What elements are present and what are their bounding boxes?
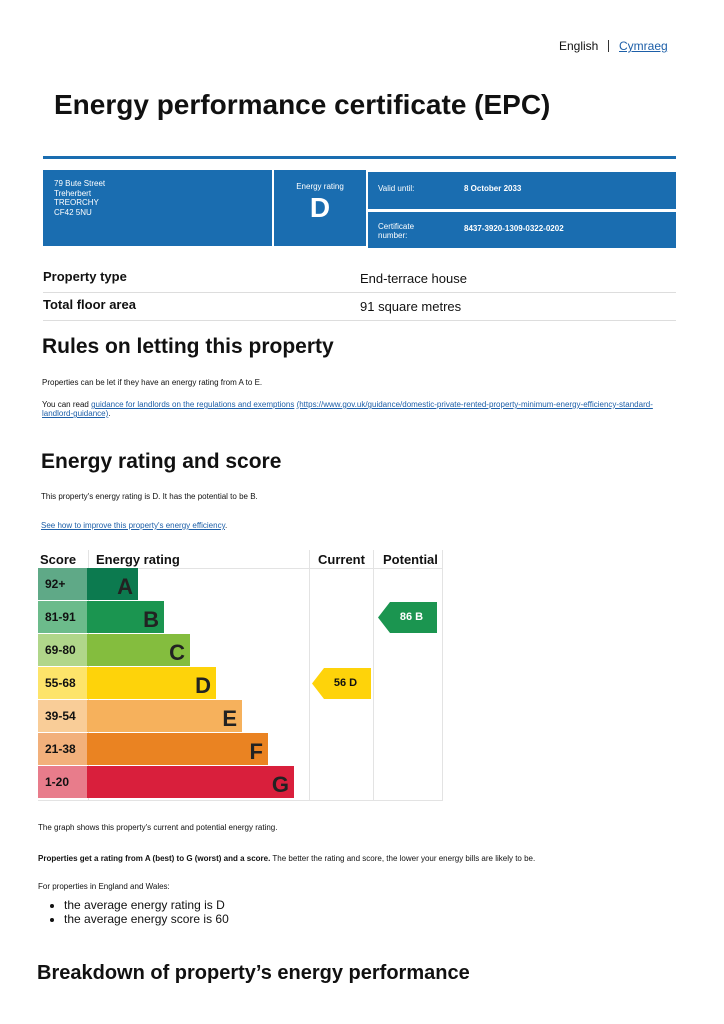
text: . [225, 521, 228, 530]
lang-english: English [559, 39, 599, 53]
heading: Breakdown of property’s energy performan… [37, 962, 470, 984]
score-cell: 69-80 [38, 634, 87, 666]
property-label: Property type [43, 269, 127, 284]
rating-band: A [87, 568, 138, 600]
text: The better the rating and score, the low… [270, 854, 536, 863]
paragraph: This property's energy rating is D. It h… [41, 492, 258, 501]
chart-border [38, 550, 443, 801]
rating-label: Energy rating [296, 182, 344, 191]
rating-band: C [87, 634, 190, 666]
heading: Energy rating and score [41, 450, 282, 473]
paragraph: Properties get a rating from A (best) to… [38, 854, 535, 863]
lang-welsh[interactable]: Cymraeg [619, 39, 668, 53]
rule-line [43, 156, 676, 159]
score-cell: 39-54 [38, 700, 87, 732]
cert-box: Certificate number: 8437-3920-1309-0322-… [368, 212, 676, 248]
property-value: 91 square metres [360, 299, 462, 314]
potential-rating-arrow: 86 B [378, 602, 437, 633]
property-label: Total floor area [43, 297, 136, 312]
score-cell: 21-38 [38, 733, 87, 765]
rating-box: Energy rating D [274, 170, 366, 246]
score-cell: 55-68 [38, 667, 87, 699]
column-line [309, 550, 310, 801]
score-cell: 92+ [38, 568, 87, 600]
paragraph: You can read guidance for landlords on t… [42, 400, 662, 418]
link[interactable]: See how to improve this property's energ… [41, 521, 225, 530]
text: . [108, 409, 111, 418]
bullet-list: the average energy rating is Dthe averag… [14, 898, 229, 926]
chart-header: Score [40, 552, 77, 567]
address-line: CF42 5NU [54, 207, 92, 217]
link-url[interactable]: (https://www.gov.uk/guidance/domestic-pr… [42, 400, 653, 418]
address-box: 79 Bute Street Treherbert TREORCHY CF42 5NU [43, 170, 272, 246]
rating-band: F [87, 733, 268, 765]
valid-label: Valid until: [378, 184, 415, 193]
paragraph: For properties in England and Wales: [38, 882, 170, 891]
address-line: Treherbert [54, 188, 92, 198]
rating-band: E [87, 700, 242, 732]
chart-header: Current [318, 552, 365, 567]
rating-band: B [87, 601, 164, 633]
chart-header: Energy rating [96, 552, 180, 567]
cert-value: 8437-3920-1309-0322-0202 [464, 224, 564, 233]
heading: Rules on letting this property [42, 335, 334, 358]
separator [608, 40, 609, 52]
paragraph: Properties can be let if they have an en… [42, 378, 263, 387]
header-line [38, 568, 442, 569]
arrow-letter: B [415, 611, 424, 623]
link[interactable]: guidance for landlords on the regulation… [91, 400, 295, 409]
chart-header: Potential [383, 552, 438, 567]
bullet: the average energy rating is D [64, 898, 229, 912]
cert-label: Certificate number: [378, 222, 415, 240]
arrow-score: 56 [333, 677, 347, 689]
bold-text: Properties get a rating from A (best) to… [38, 854, 271, 863]
column-line [373, 550, 374, 801]
rating-chart: Score Energy rating Current Potential 92+ A 81… [38, 550, 443, 801]
paragraph: The graph shows this property's current … [38, 823, 278, 832]
score-cell: 81-91 [38, 601, 87, 633]
property-value: End-terrace house [360, 271, 467, 286]
text: You can read [42, 400, 92, 409]
current-rating-arrow: 56 D [312, 668, 371, 699]
arrow-score: 86 [399, 611, 413, 623]
valid-box: Valid until: 8 October 2033 [368, 172, 676, 209]
score-cell: 1-20 [38, 766, 87, 798]
paragraph: See how to improve this property's energ… [41, 521, 227, 530]
arrow-letter: D [349, 677, 358, 689]
address-line: TREORCHY [54, 198, 99, 207]
rating-band: G [87, 766, 294, 798]
property-row: Property type End-terrace house [43, 264, 676, 293]
address-line: 79 Bute Street [54, 179, 106, 188]
bullet: the average energy score is 60 [64, 912, 229, 926]
property-row: Total floor area 91 square metres [43, 292, 676, 321]
rating-band: D [87, 667, 216, 699]
title: Energy performance certificate (EPC) [54, 89, 551, 120]
rating-letter: D [309, 192, 331, 223]
valid-value: 8 October 2033 [464, 184, 522, 193]
